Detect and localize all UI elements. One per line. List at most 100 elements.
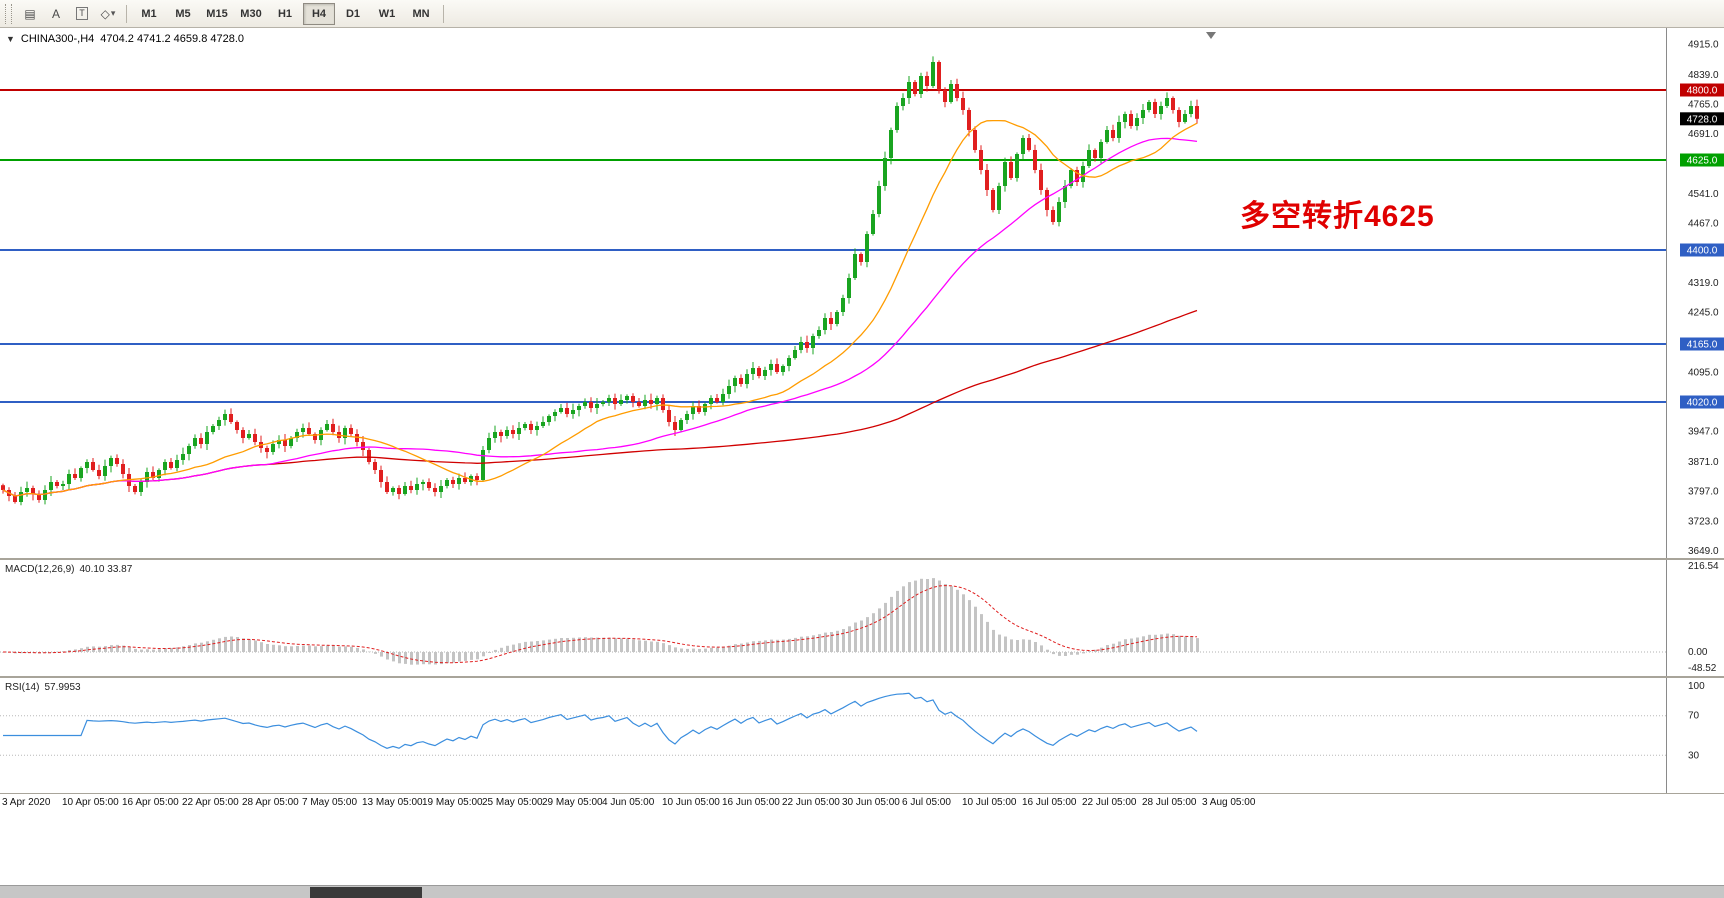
- toolbar-separator: [126, 4, 127, 23]
- time-label: 19 May 05:00: [422, 797, 483, 808]
- rsi-label: RSI(14) 57.9953: [5, 682, 81, 693]
- price-tick: 3871.0: [1688, 457, 1719, 468]
- price-tick: 4915.0: [1688, 40, 1719, 51]
- rsi-canvas[interactable]: 100 70 30: [0, 678, 1724, 793]
- level-badge-4800.0-label: 4800.0: [1687, 86, 1718, 97]
- price-tick: 4245.0: [1688, 308, 1719, 319]
- tf-button-h4[interactable]: H4: [303, 2, 335, 25]
- text-box-button[interactable]: T: [70, 3, 94, 25]
- time-label: 10 Apr 05:00: [62, 797, 119, 808]
- price-tick: 4839.0: [1688, 70, 1719, 81]
- time-label: 13 May 05:00: [362, 797, 423, 808]
- level-badge-4800.0: [1680, 83, 1724, 97]
- chart-ohlc-values: 4704.2 4741.2 4659.8 4728.0: [100, 33, 245, 45]
- time-label: 25 May 05:00: [482, 797, 543, 808]
- price-tick: 3723.0: [1688, 516, 1719, 527]
- level-badge-4165.0-label: 4165.0: [1687, 340, 1718, 351]
- tf-button-m30[interactable]: M30: [240, 7, 262, 20]
- time-label: 16 Apr 05:00: [122, 797, 179, 808]
- scrollbar-thumb[interactable]: [310, 887, 422, 898]
- tf-button-m15[interactable]: M15: [206, 7, 228, 20]
- timeframe-group: M1 M5 M15 M30 H1 H4 D1 W1 MN: [132, 2, 438, 25]
- price-tick: 4541.0: [1688, 189, 1719, 200]
- drawing-tools-icon: ◇: [100, 6, 110, 21]
- price-axis[interactable]: 4915.0 4839.0 4765.0 4691.0 4541.0 4467.0 4319…: [1666, 28, 1724, 558]
- toolbar-grip[interactable]: [5, 3, 12, 24]
- rsi-tick: 30: [1688, 750, 1700, 761]
- main-chart-canvas[interactable]: 4915.0 4839.0 4765.0 4691.0 4541.0 4467.0 4319…: [0, 28, 1724, 558]
- chevron-down-icon: ▾: [110, 8, 116, 18]
- panel-splitter[interactable]: [0, 558, 1724, 560]
- macd-tick: 216.54: [1688, 561, 1719, 572]
- price-tick: 4095.0: [1688, 368, 1719, 379]
- ma-fast-line: [2, 119, 1198, 497]
- time-label: 30 Jun 05:00: [842, 797, 900, 808]
- new-chart-button[interactable]: ▤: [18, 3, 42, 25]
- macd-signal-line: [2, 585, 1198, 664]
- level-badge-4400.0: [1680, 243, 1724, 257]
- tf-button-w1[interactable]: W1: [378, 7, 396, 20]
- new-chart-icon: ▤: [24, 6, 36, 21]
- time-label: 22 Apr 05:00: [182, 797, 239, 808]
- macd-label: MACD(12,26,9) 40.10 33.87: [5, 564, 132, 575]
- rsi-name: RSI(14): [5, 682, 40, 693]
- annotation-text: 多空转折4625: [1240, 200, 1435, 233]
- price-tick: 4691.0: [1688, 129, 1719, 140]
- time-label: 28 Jul 05:00: [1142, 797, 1197, 808]
- price-tick: 4765.0: [1688, 100, 1719, 111]
- macd-canvas[interactable]: 216.54 0.00 -48.52: [0, 560, 1724, 676]
- time-label: 10 Jun 05:00: [662, 797, 720, 808]
- tf-button-m1[interactable]: M1: [141, 7, 157, 20]
- rsi-line: [3, 692, 1198, 749]
- macd-histogram: [2, 578, 1199, 665]
- rsi-tick: 70: [1688, 711, 1700, 722]
- price-tick: 3797.0: [1688, 487, 1719, 498]
- time-label: 6 Jul 05:00: [902, 797, 951, 808]
- tf-button-h1[interactable]: H1: [277, 7, 293, 20]
- ma-mid-line: [2, 137, 1198, 497]
- macd-panel[interactable]: 216.54 0.00 -48.52 MACD(12,26,9) 40.10 33.…: [0, 560, 1724, 676]
- level-badge-4625.0: [1680, 153, 1724, 167]
- text-box-icon: T: [76, 7, 88, 20]
- tf-button-m5[interactable]: M5: [175, 7, 191, 20]
- macd-name: MACD(12,26,9): [5, 564, 75, 575]
- time-label: 3 Aug 05:00: [1202, 797, 1256, 808]
- level-badge-4020.0-label: 4020.0: [1687, 398, 1718, 409]
- time-label: 22 Jun 05:00: [782, 797, 840, 808]
- horizontal-level-lines[interactable]: [0, 89, 1666, 403]
- time-label: 7 May 05:00: [302, 797, 358, 808]
- text-label-button[interactable]: A: [44, 3, 68, 25]
- main-chart-panel[interactable]: 4915.0 4839.0 4765.0 4691.0 4541.0 4467.0 4319…: [0, 28, 1724, 558]
- rsi-panel[interactable]: 100 70 30 RSI(14) 57.9953: [0, 678, 1724, 793]
- level-badge-4400.0-label: 4400.0: [1687, 246, 1718, 257]
- toolbar: ▤ A T ◇ ▾ M1 M5 M15 M30 H1 H4 D1 W1 MN: [0, 0, 1724, 28]
- time-label: 28 Apr 05:00: [242, 797, 299, 808]
- drawing-tools-button[interactable]: ◇ ▾: [96, 3, 120, 25]
- time-label: 29 May 05:00: [542, 797, 603, 808]
- price-tick: 4467.0: [1688, 219, 1719, 230]
- candles-series: [1, 56, 1199, 506]
- chart-symbol-period: CHINA300-,H4: [20, 33, 95, 45]
- ma-slow-line: [2, 309, 1198, 497]
- level-badge-4020.0: [1680, 395, 1724, 409]
- tf-button-d1[interactable]: D1: [345, 7, 361, 20]
- horizontal-scrollbar[interactable]: [0, 885, 1724, 898]
- toolbar-separator: [443, 4, 444, 23]
- current-price-badge: [1680, 112, 1724, 126]
- chart-shift-marker-icon[interactable]: [1206, 32, 1216, 39]
- time-label: 10 Jul 05:00: [962, 797, 1017, 808]
- macd-axis[interactable]: 216.54 0.00 -48.52: [1666, 560, 1720, 676]
- current-price-badge-label: 4728.0: [1687, 114, 1718, 125]
- price-tick: 4319.0: [1688, 278, 1719, 289]
- price-tick: 3947.0: [1688, 427, 1719, 438]
- panel-splitter[interactable]: [0, 676, 1724, 678]
- macd-tick: -48.52: [1688, 663, 1717, 674]
- rsi-axis[interactable]: 100 70 30: [1666, 678, 1706, 793]
- chevron-down-icon[interactable]: ▼: [6, 34, 15, 44]
- tf-button-mn[interactable]: MN: [412, 7, 430, 20]
- chart-title: ▼ CHINA300-,H4 4704.2 4741.2 4659.8 4728…: [6, 33, 244, 45]
- level-badge-4165.0: [1680, 337, 1724, 351]
- time-axis[interactable]: 3 Apr 2020 10 Apr 05:00 16 Apr 05:00 22 Apr…: [0, 793, 1724, 811]
- empty-area: [0, 811, 1724, 885]
